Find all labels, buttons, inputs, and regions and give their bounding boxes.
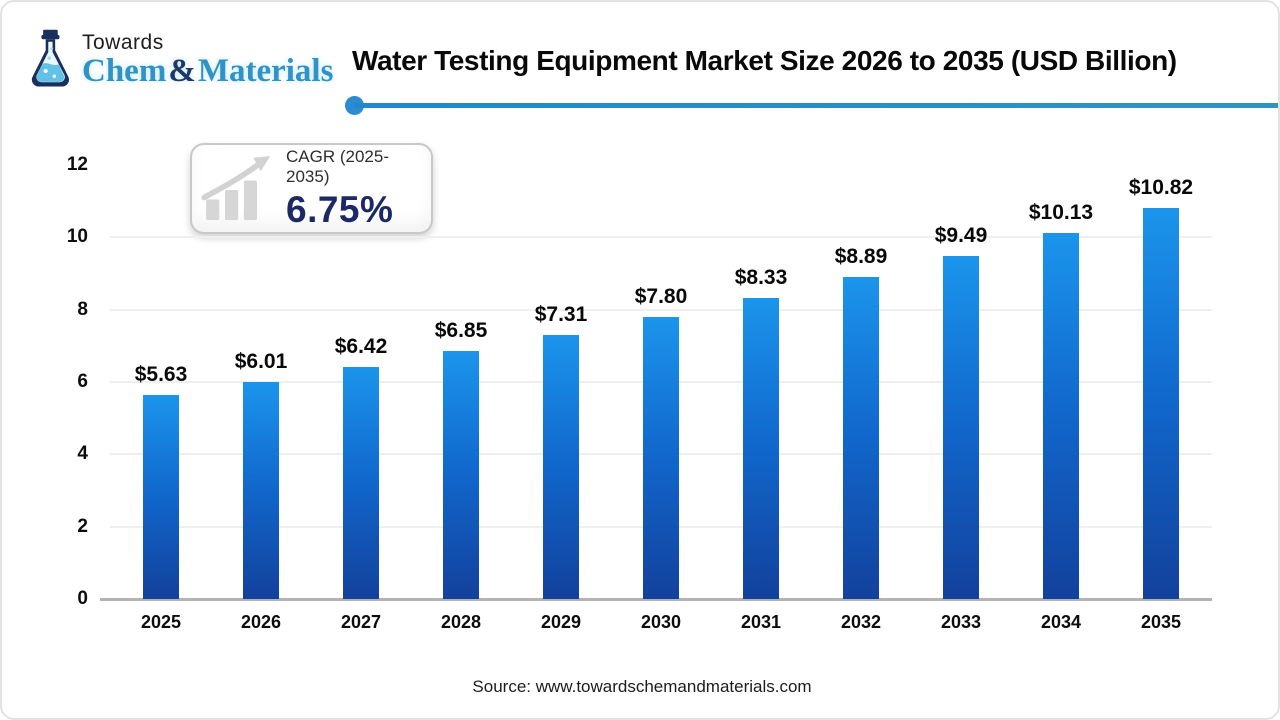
bar-value-2034: $10.13 <box>1028 200 1094 224</box>
source-text: Source: www.towardschemandmaterials.com <box>472 677 812 696</box>
y-tick-4: 4 <box>77 443 88 465</box>
growth-chart-icon <box>201 155 271 220</box>
bar-chart: 0 2 4 6 8 10 12 $5.63 2025 $6.01 2026 $6.42 2027 $6.… <box>2 154 1278 665</box>
bar-value-2030: $7.80 <box>634 284 688 308</box>
bar-value-2033: $9.49 <box>934 223 988 247</box>
x-tick-2027: 2027 <box>340 612 382 632</box>
y-tick-12: 12 <box>66 154 88 175</box>
bar-2031 <box>743 297 779 599</box>
x-tick-2029: 2029 <box>540 612 582 632</box>
bar-2035 <box>1143 207 1179 599</box>
chart-title: Water Testing Equipment Market Size 2026… <box>352 45 1177 76</box>
x-tick-2033: 2033 <box>940 612 982 632</box>
bar-2026 <box>243 381 279 599</box>
x-tick-2032: 2032 <box>840 612 882 632</box>
cagr-badge: CAGR (2025-2035) 6.75% <box>190 143 433 234</box>
y-tick-6: 6 <box>77 371 88 392</box>
x-tick-2031: 2031 <box>740 612 782 632</box>
x-axis-line <box>100 598 1212 601</box>
y-axis-labels: 0 2 4 6 8 10 12 <box>2 154 88 609</box>
bar-value-2031: $8.33 <box>734 265 788 289</box>
x-tick-2025: 2025 <box>140 612 182 632</box>
bar-value-2025: $5.63 <box>134 363 188 387</box>
bar-2030 <box>643 316 679 599</box>
cagr-value: 6.75% <box>286 188 394 230</box>
y-tick-8: 8 <box>77 298 88 320</box>
bar-2032 <box>843 277 879 599</box>
x-tick-2030: 2030 <box>640 612 682 632</box>
divider-line <box>355 103 1278 108</box>
divider-dot <box>345 96 364 115</box>
brand-name-text: Chem&Materials <box>82 53 333 89</box>
brand-ampersand: & <box>168 53 196 89</box>
bar-value-2028: $6.85 <box>434 319 488 343</box>
bar-2034 <box>1043 232 1079 599</box>
bar-2027 <box>343 366 379 599</box>
gridline-8 <box>110 308 1212 311</box>
bar-2025 <box>143 395 179 599</box>
bar-value-2032: $8.89 <box>834 245 888 269</box>
bar-value-2026: $6.01 <box>234 349 288 373</box>
y-tick-0: 0 <box>77 588 88 609</box>
gridline-10 <box>110 236 1212 239</box>
bar-2028 <box>443 351 479 599</box>
brand-logo: Towards Chem&Materials <box>22 28 333 90</box>
bar-2029 <box>543 334 579 599</box>
brand-materials: Materials <box>197 53 334 89</box>
brand-chem: Chem <box>82 53 167 89</box>
x-tick-2028: 2028 <box>440 612 482 632</box>
cagr-text-block: CAGR (2025-2035) 6.75% <box>284 147 431 231</box>
x-tick-2035: 2035 <box>1140 612 1182 632</box>
flask-icon <box>31 29 70 87</box>
bar-value-2027: $6.42 <box>334 334 388 358</box>
brand-towards-text: Towards <box>82 31 164 54</box>
brand-wordmark: Towards Chem&Materials <box>82 28 333 88</box>
y-tick-10: 10 <box>66 226 88 248</box>
plot-area: $5.63 2025 $6.01 2026 $6.42 2027 $6.85 2028 $7.3… <box>100 165 1212 632</box>
y-tick-2: 2 <box>77 515 88 537</box>
bar-value-2029: $7.31 <box>534 302 588 326</box>
x-tick-2026: 2026 <box>240 612 282 632</box>
cagr-label: CAGR (2025-2035) <box>286 146 389 186</box>
bar-2033 <box>943 255 979 599</box>
bar-value-2035: $10.82 <box>1128 175 1194 199</box>
x-tick-2034: 2034 <box>1040 612 1082 632</box>
